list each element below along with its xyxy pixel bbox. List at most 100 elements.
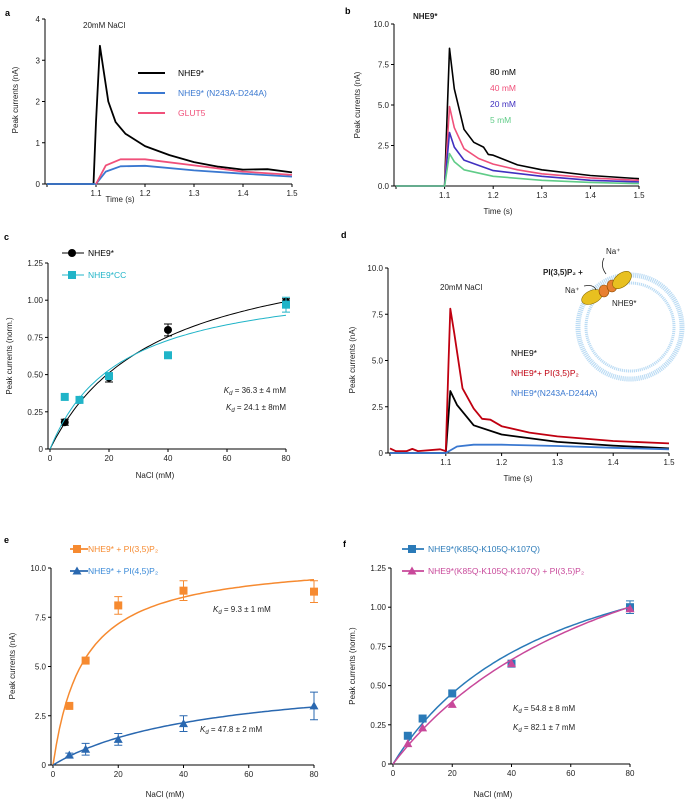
fit-curve (49, 314, 287, 450)
y-axis-label: Peak currents (nA) (8, 632, 17, 699)
panel-e: e 0 2.5 5.0 7.5 10.0 0 20 40 60 80 NaCl (mM) Peak cu… (4, 535, 319, 799)
y-tick-label: 2.5 (378, 142, 390, 151)
y-tick-label: 1.00 (370, 603, 386, 612)
x-tick-label: 1.4 (585, 191, 597, 200)
legend-marker (68, 249, 76, 257)
x-tick-label: 0 (51, 770, 56, 779)
x-tick-label: 60 (566, 769, 575, 778)
legend-marker (68, 271, 76, 279)
trace-line (396, 152, 640, 187)
ion-label: Na⁺ (606, 247, 620, 256)
data-point (418, 723, 428, 732)
panel-title: 20mM NaCl (83, 21, 125, 30)
legend-label: NHE9* (88, 248, 115, 258)
data-point (81, 656, 90, 665)
data-point (60, 418, 69, 427)
x-tick-label: 60 (244, 770, 253, 779)
kd-symbol: K (513, 704, 519, 713)
kd-label: Kd = 24.1 ± 8mM (226, 403, 286, 414)
x-tick-label: 1.3 (188, 189, 200, 198)
data-point (310, 587, 318, 596)
x-axis-label: NaCl (mM) (474, 790, 513, 799)
panel-d: d 0 2.5 5.0 7.5 10.0 1.1 1.2 1.3 1.4 1.5 Time (s) Pe… (341, 230, 685, 483)
fit-curve (392, 606, 631, 765)
y-tick-label: 0 (36, 180, 41, 189)
kd-symbol: K (224, 386, 230, 395)
x-tick-label: 1.2 (139, 189, 151, 198)
y-tick-label: 0.50 (370, 682, 386, 691)
data-point (113, 734, 123, 743)
y-tick-label: 1.25 (370, 564, 386, 573)
data-point (75, 395, 84, 404)
trace-line (396, 131, 640, 187)
panel-a: a 0 1 2 3 4 1.1 1.2 1.3 1.4 1.5 Time (s) Peak curren… (5, 8, 298, 204)
y-tick-label: 10.0 (30, 564, 46, 573)
x-tick-label: 1.5 (286, 189, 298, 198)
trace-line (95, 158, 293, 185)
x-tick-label: 20 (114, 770, 123, 779)
data-point (64, 750, 74, 759)
arrow-icon (602, 257, 607, 275)
y-tick-label: 0 (379, 449, 384, 458)
legend-label: NHE9* + PI(3,5)P₂ (88, 544, 158, 554)
y-tick-label: 0.25 (370, 721, 386, 730)
x-tick-label: 40 (507, 769, 516, 778)
kd-subscript: d (518, 709, 522, 715)
fit-curve (392, 606, 631, 765)
y-tick-label: 0.25 (27, 408, 43, 417)
y-tick-label: 10.0 (373, 20, 389, 29)
data-point (403, 731, 412, 740)
y-tick-label: 5.0 (35, 663, 47, 672)
x-tick-label: 20 (448, 769, 457, 778)
legend-label: NHE9*(K85Q-K105Q-K107Q) (428, 544, 540, 554)
data-point (60, 392, 69, 401)
y-tick-label: 0.75 (27, 333, 43, 342)
kd-label: Kd = 47.8 ± 2 mM (200, 725, 263, 736)
data-point (179, 586, 188, 595)
kd-subscript: d (229, 391, 233, 397)
x-tick-label: 80 (310, 770, 319, 779)
kd-value: = 9.3 ± 1 mM (222, 605, 271, 614)
legend-label: NHE9*CC (88, 270, 126, 280)
y-tick-label: 1.00 (27, 296, 43, 305)
y-tick-label: 2.5 (372, 403, 384, 412)
ion-label: Na⁺ (565, 286, 579, 295)
x-tick-label: 80 (282, 454, 291, 463)
x-tick-label: 60 (223, 454, 232, 463)
kd-label: Kd = 9.3 ± 1 mM (213, 605, 271, 616)
data-point (625, 604, 635, 613)
fit-curve (49, 301, 287, 450)
x-tick-label: 1.2 (496, 458, 508, 467)
data-point (164, 351, 172, 360)
kd-value: = 82.1 ± 7 mM (522, 723, 576, 732)
y-tick-label: 0.75 (370, 642, 386, 651)
y-tick-label: 7.5 (372, 310, 384, 319)
y-tick-label: 4 (36, 15, 41, 24)
kd-value: = 36.3 ± 4 mM (232, 386, 286, 395)
kd-symbol: K (513, 723, 519, 732)
data-point (507, 659, 516, 668)
panel-letter: f (343, 539, 347, 549)
y-tick-label: 3 (36, 56, 41, 65)
x-tick-label: 40 (179, 770, 188, 779)
y-tick-label: 0 (39, 445, 44, 454)
data-point (81, 744, 91, 753)
legend-marker (408, 545, 416, 553)
y-tick-label: 1.25 (27, 259, 43, 268)
legend-label: 40 mM (490, 83, 516, 93)
y-axis-label: Peak currents (norm.) (5, 317, 14, 395)
kd-symbol: K (226, 403, 232, 412)
data-point (179, 719, 188, 728)
y-tick-label: 2 (36, 98, 41, 107)
kd-label: Kd = 36.3 ± 4 mM (224, 386, 287, 397)
legend-marker (73, 545, 81, 553)
y-tick-label: 5.0 (378, 101, 390, 110)
data-point (418, 714, 427, 723)
arrow-icon (583, 285, 597, 291)
panel-letter: e (4, 535, 9, 545)
y-tick-label: 5.0 (372, 357, 384, 366)
y-tick-label: 7.5 (378, 61, 390, 70)
panel-letter: a (5, 8, 11, 18)
